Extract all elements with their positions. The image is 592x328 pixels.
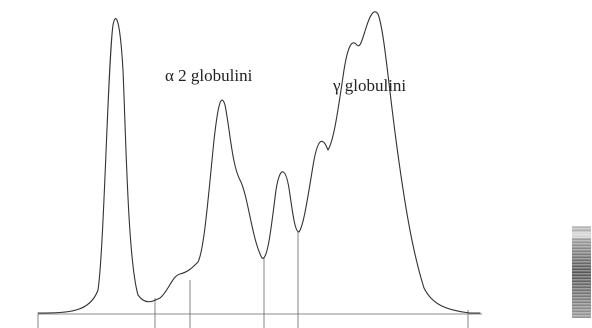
gel-bands: [572, 226, 591, 318]
gel-band: [572, 232, 591, 238]
gamma-label: γ globulini: [332, 76, 406, 95]
alpha2-label: α 2 globulini: [165, 66, 253, 85]
densitometry-trace: [38, 12, 480, 313]
electrophoresis-figure: α 2 globulini γ globulini: [0, 0, 592, 328]
